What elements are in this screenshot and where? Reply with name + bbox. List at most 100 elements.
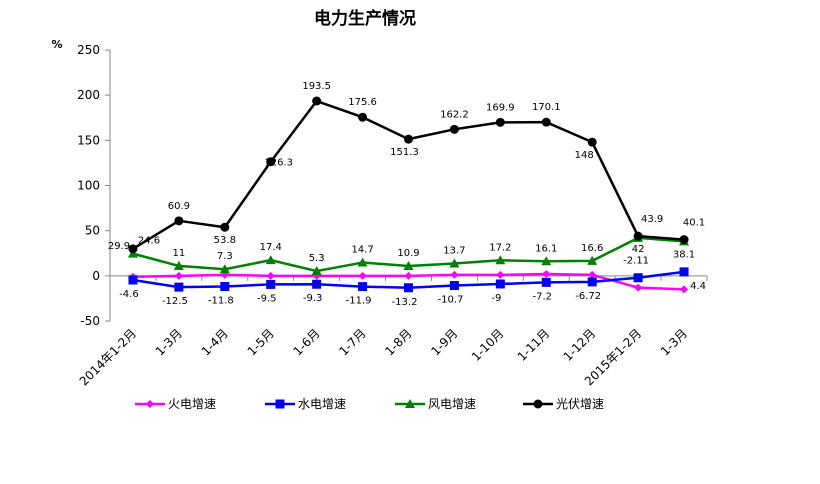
data-label: 16.6	[581, 243, 603, 254]
legend-swatch-marker	[146, 400, 154, 408]
x-tick-label: 2014年1-2月	[77, 326, 139, 388]
data-point	[495, 279, 505, 289]
data-point	[633, 273, 643, 283]
data-label: 43.9	[641, 214, 663, 225]
data-label: 11	[173, 248, 186, 259]
data-point	[449, 280, 459, 290]
data-point	[495, 117, 505, 127]
data-point	[403, 260, 414, 270]
data-point	[404, 134, 413, 144]
y-tick-label: 50	[85, 224, 100, 238]
chart-title: 电力生产情况	[314, 8, 416, 29]
series-diamond	[128, 270, 689, 294]
data-point	[404, 283, 413, 293]
legend-label: 光伏增速	[556, 397, 604, 411]
data-point	[265, 255, 276, 265]
data-point	[404, 271, 413, 280]
x-tick-label: 1-3月	[153, 326, 185, 358]
data-point	[679, 235, 689, 245]
data-point	[358, 282, 368, 292]
data-point	[266, 271, 275, 280]
data-point	[312, 96, 322, 106]
data-label: -6.72	[575, 291, 601, 302]
data-label: 170.1	[532, 102, 561, 113]
data-point	[128, 275, 138, 285]
data-point	[450, 270, 459, 279]
data-label: 169.9	[486, 102, 515, 113]
data-label: 24.6	[138, 236, 160, 247]
data-label: 17.4	[260, 242, 282, 253]
data-point	[358, 271, 367, 280]
x-tick-label: 1-12月	[561, 326, 599, 364]
data-label: 14.7	[351, 245, 373, 256]
x-tick-label: 1-4月	[199, 326, 231, 358]
data-point	[174, 282, 184, 292]
data-point	[312, 279, 322, 289]
data-label: 60.9	[168, 201, 190, 212]
data-point	[541, 117, 551, 127]
data-label: 29.9	[108, 241, 130, 252]
series-square	[128, 267, 689, 293]
data-label: -13.2	[392, 297, 418, 308]
data-labels: -4.6 -12.5 -11.8 -9.5 -9.3 -11.9 -13.2 -10.7 -9 -…	[108, 81, 706, 308]
data-point	[220, 222, 230, 232]
data-label: -9.3	[303, 293, 323, 304]
legend-label: 火电增速	[168, 397, 216, 411]
data-point	[173, 260, 184, 270]
x-tick-label: 1-5月	[245, 326, 277, 358]
axes: -50 0 50 100 150 200 250 2014年1-2月 1-3月 1-4月 1-5月 1…	[77, 43, 708, 389]
data-label: 53.8	[214, 235, 236, 246]
data-point	[541, 256, 552, 266]
data-label: 151.3	[390, 147, 419, 158]
data-label: 16.1	[535, 243, 557, 254]
data-label: 7.3	[217, 251, 233, 262]
data-point	[358, 112, 368, 122]
data-point	[542, 270, 551, 279]
data-point	[311, 266, 322, 276]
data-label: -9.5	[257, 293, 277, 304]
data-point	[633, 231, 643, 241]
data-label: 175.6	[348, 97, 377, 108]
series-line	[132, 99, 685, 250]
data-point	[679, 267, 689, 277]
data-label: 17.2	[489, 242, 511, 253]
x-tick-label: 1-7月	[336, 326, 368, 358]
data-label: -10.7	[437, 294, 463, 305]
x-tick-label: 1-11月	[515, 326, 553, 364]
series-triangle	[127, 232, 690, 276]
data-label: 126.3	[264, 158, 293, 169]
data-point	[449, 258, 460, 268]
data-label: 13.7	[443, 245, 465, 256]
y-tick-label: 150	[77, 133, 100, 147]
data-label: 5.3	[309, 253, 325, 264]
data-point	[634, 283, 643, 292]
y-tick-label: 0	[92, 269, 100, 283]
legend-item: 风电增速	[395, 397, 476, 411]
data-label: -4.6	[119, 289, 139, 300]
legend-label: 风电增速	[428, 397, 476, 411]
legend-item: 水电增速	[265, 397, 346, 411]
data-label: 193.5	[302, 81, 331, 92]
data-label: -12.5	[162, 296, 188, 307]
data-point	[449, 124, 459, 134]
y-tick-label: 250	[77, 43, 100, 57]
legend-swatch-marker	[275, 399, 285, 409]
y-tick-label: 200	[77, 88, 100, 102]
series-circle	[128, 96, 689, 254]
data-point	[219, 264, 230, 274]
data-point	[357, 257, 368, 267]
data-point	[266, 157, 276, 167]
y-tick-label: 100	[77, 179, 100, 193]
data-label: 4.4	[690, 281, 706, 292]
data-point	[266, 279, 276, 289]
data-label: -11.9	[346, 296, 372, 307]
series-layer	[127, 96, 690, 294]
data-point	[174, 271, 183, 280]
data-label: -7.2	[533, 291, 553, 302]
y-tick-label: -50	[80, 314, 100, 328]
data-point	[174, 216, 184, 226]
legend-swatch-marker	[533, 399, 543, 409]
legend-swatch-marker	[405, 399, 415, 408]
x-tick-label: 1-8月	[382, 326, 414, 358]
